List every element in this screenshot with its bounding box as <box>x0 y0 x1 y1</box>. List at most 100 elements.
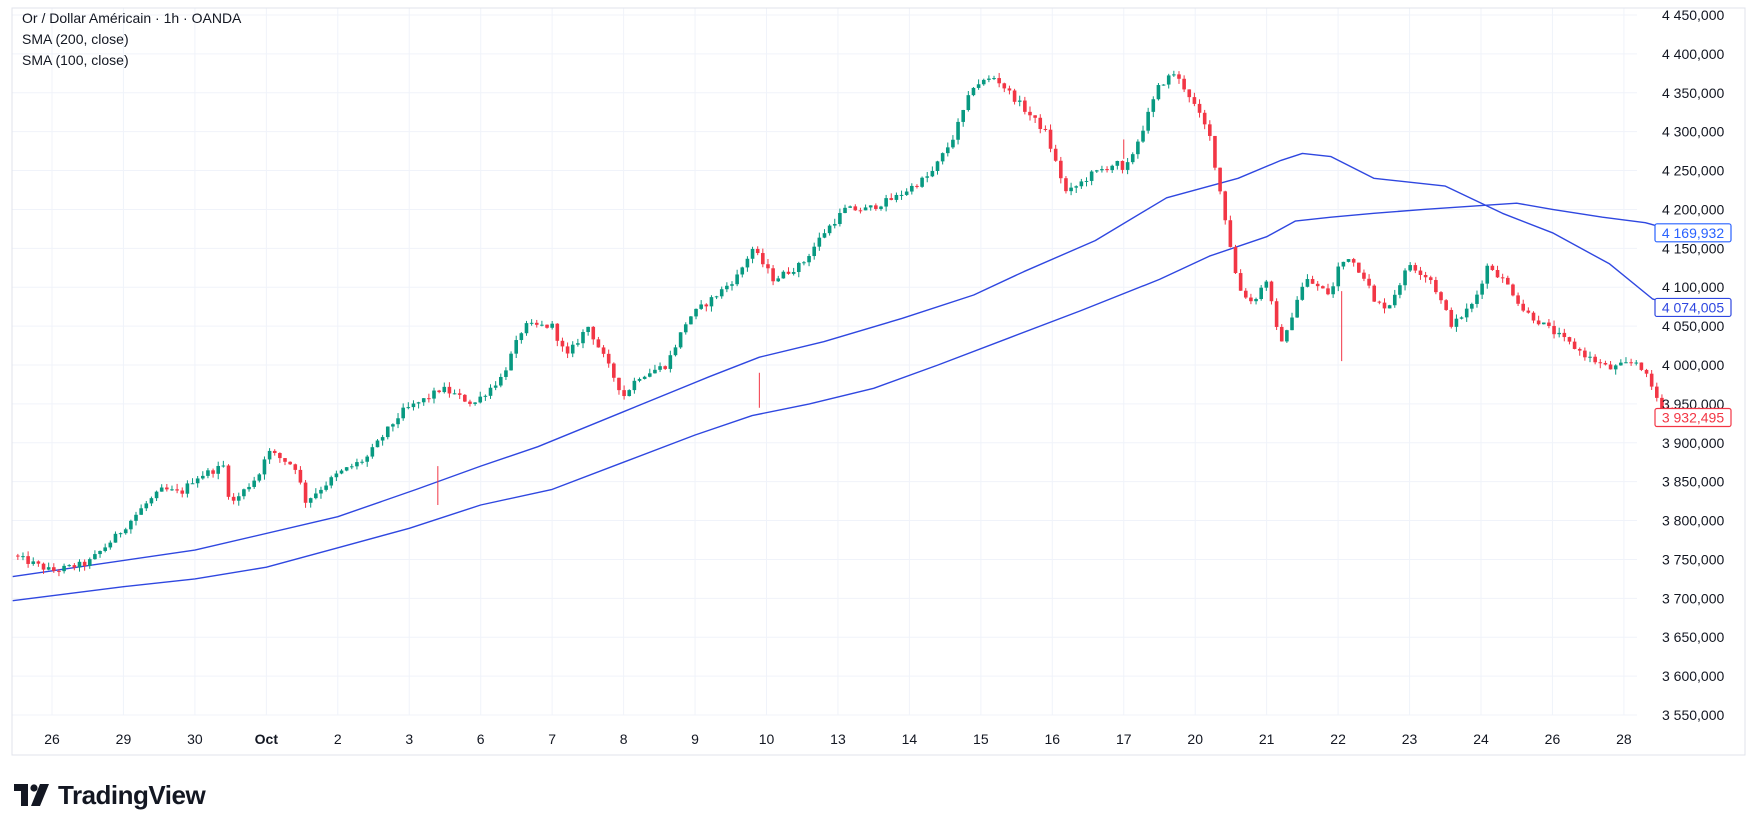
last-value-badges: 4 169,932 4 074,005 3 932,495 <box>1654 223 1732 428</box>
candle-down <box>1552 325 1556 335</box>
candle-up <box>683 324 688 333</box>
candle-up <box>1017 100 1022 102</box>
candle-up <box>1470 303 1474 309</box>
sma100-badge <box>1654 297 1732 318</box>
candle-down <box>786 271 791 274</box>
candle-down <box>1490 265 1495 271</box>
chart-border <box>11 7 1746 756</box>
candle-up <box>1089 171 1094 181</box>
sma200-line <box>12 202 1683 602</box>
sma200-badge <box>1654 223 1732 243</box>
candle-up <box>961 109 965 122</box>
y-tick-label: 3 850,000 <box>1662 474 1724 490</box>
candle-up <box>1485 265 1490 284</box>
candle-down <box>1572 341 1577 349</box>
time-axis[interactable]: 26 29 30 Oct 2 3 6 7 8 9 10 13 14 15 16 17 20 21 22 23 24 26 2… <box>44 731 1632 747</box>
candle-down <box>1192 97 1197 104</box>
candle-up <box>838 213 842 224</box>
candlesticks <box>16 70 1685 577</box>
candle-down <box>1048 129 1053 149</box>
y-tick-label: 3 800,000 <box>1662 513 1724 529</box>
candle-up <box>108 542 113 548</box>
y-tick-label: 4 150,000 <box>1662 240 1724 256</box>
x-tick-label: 6 <box>477 731 485 747</box>
candle-up <box>31 561 36 564</box>
candle-up <box>581 332 585 344</box>
candle-down <box>1423 274 1428 278</box>
candle-down <box>1007 88 1012 91</box>
candle-up <box>195 478 200 484</box>
candle-down <box>463 394 467 402</box>
candle-up <box>406 407 411 409</box>
candle-up <box>884 198 888 207</box>
candle-up <box>139 508 143 515</box>
candle-down <box>1105 169 1109 171</box>
candle-up <box>827 225 832 234</box>
x-tick-label: 7 <box>548 731 556 747</box>
candle-up <box>488 387 493 396</box>
y-tick-label: 3 700,000 <box>1662 590 1724 606</box>
candle-up <box>319 489 323 494</box>
candle-up <box>848 206 852 208</box>
candle-up <box>1110 165 1114 171</box>
x-tick-label: 29 <box>116 731 132 747</box>
candle-up <box>1336 266 1341 287</box>
candle-down <box>1562 332 1567 338</box>
candle-up <box>1624 362 1628 364</box>
candle-down <box>283 458 287 462</box>
candle-up <box>216 465 221 474</box>
candle-down <box>1187 89 1192 98</box>
candle-down <box>601 347 606 354</box>
candle-up <box>144 503 149 509</box>
candle-down <box>1577 348 1582 351</box>
candle-down <box>226 465 231 497</box>
candle-up <box>46 567 51 570</box>
candle-down <box>1351 259 1356 263</box>
candle-up <box>956 121 960 140</box>
candle-up <box>432 390 436 399</box>
candle-up <box>1295 299 1299 318</box>
sma100-legend[interactable]: SMA (100, close) <box>22 52 129 68</box>
candle-up <box>355 462 359 467</box>
tradingview-logo[interactable]: TradingView <box>14 778 206 812</box>
candle-down <box>1655 386 1659 398</box>
candle-up <box>709 297 714 307</box>
chart-legend: Or / Dollar Américain · 1h · OANDA SMA (… <box>22 8 241 71</box>
candle-up <box>365 456 370 462</box>
candle-up <box>1125 162 1130 170</box>
candle-down <box>1269 281 1274 302</box>
candle-up <box>781 271 786 279</box>
candle-up <box>894 194 899 200</box>
sma200-legend[interactable]: SMA (200, close) <box>22 31 129 47</box>
price-axis[interactable]: 4 450,000 4 400,000 4 350,000 4 300,000 4 25… <box>1662 7 1724 723</box>
y-tick-label: 4 200,000 <box>1662 201 1724 217</box>
candle-up <box>242 489 246 497</box>
candle-up <box>1634 362 1639 364</box>
candle-up <box>966 95 971 110</box>
candle-down <box>1274 301 1279 327</box>
candle-up <box>1151 99 1156 112</box>
x-tick-label: 30 <box>187 731 203 747</box>
candle-up <box>267 450 272 460</box>
candle-up <box>380 437 385 441</box>
grid-lines <box>12 8 1637 716</box>
candle-down <box>1059 160 1063 179</box>
candle-down <box>468 401 472 404</box>
candle-up <box>344 467 349 471</box>
candle-up <box>904 191 909 195</box>
candle-down <box>755 248 760 254</box>
candle-up <box>1541 322 1546 325</box>
symbol-title[interactable]: Or / Dollar Américain · 1h · OANDA <box>22 10 242 26</box>
candle-up <box>252 480 256 487</box>
candle-down <box>1583 350 1587 358</box>
candle-down <box>1223 191 1228 221</box>
candle-down <box>1444 300 1448 310</box>
candle-down <box>1357 262 1361 273</box>
candle-up <box>98 550 102 555</box>
candle-down <box>915 185 919 187</box>
candle-up <box>483 395 488 397</box>
candle-up <box>550 323 554 328</box>
candle-down <box>1038 117 1043 129</box>
candle-up <box>1079 181 1084 187</box>
